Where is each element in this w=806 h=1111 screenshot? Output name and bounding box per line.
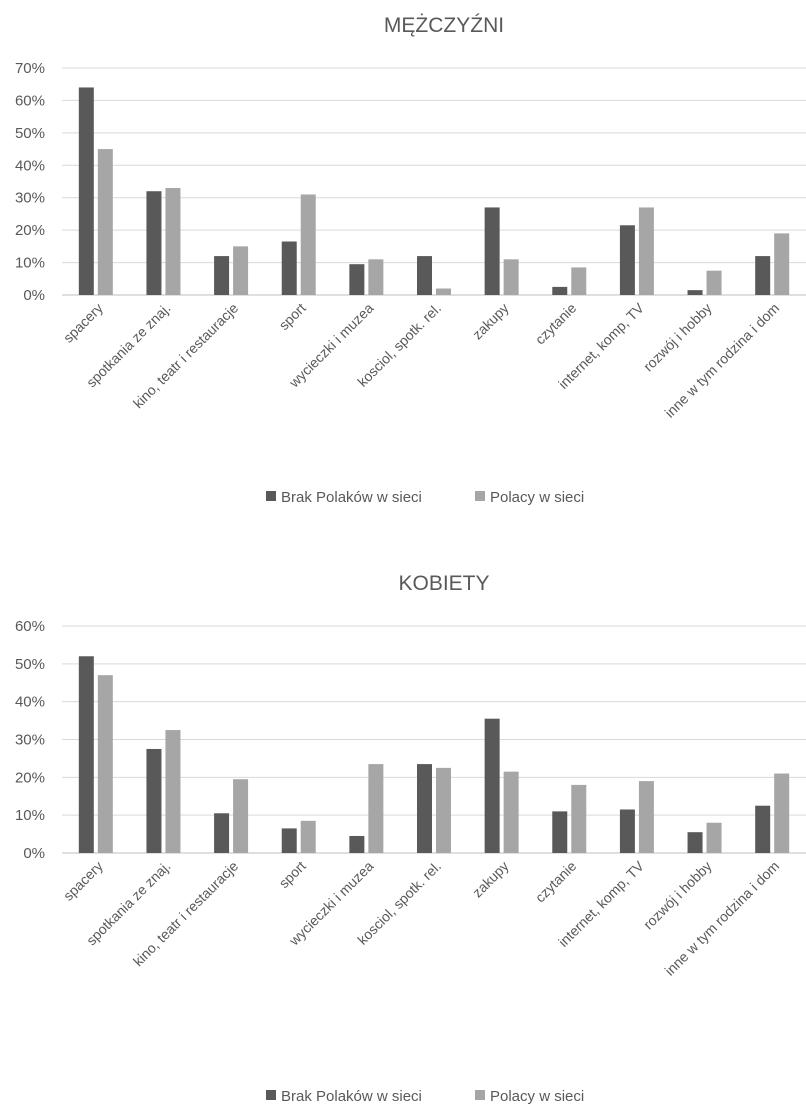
bar-brak-polakow xyxy=(484,207,500,295)
legend-label: Brak Polaków w sieci xyxy=(281,489,422,506)
y-tick-label: 70% xyxy=(15,60,45,77)
category-label: zakupy xyxy=(469,300,512,343)
bar-brak-polakow xyxy=(281,828,297,853)
chart-1: MĘŻCZYŹNI 0% 10% 20% 30% 40% 50% 60% 70% spacery s… xyxy=(15,14,806,506)
chart-2: KOBIETY0%10%20%30%40%50%60%spaceryspotka… xyxy=(15,572,806,1105)
y-tick-label: 0% xyxy=(23,845,45,862)
bar-brak-polakow xyxy=(417,256,432,295)
category-label: sport xyxy=(276,300,309,333)
y-tick-label: 20% xyxy=(15,222,45,239)
y-tick-label: 10% xyxy=(15,255,45,272)
bar-polacy xyxy=(503,771,519,853)
y-tick-label: 20% xyxy=(15,769,45,786)
bar-brak-polakow xyxy=(755,805,771,853)
chart-title: KOBIETY xyxy=(398,572,489,595)
category-label: inne w tym rodzina i dom xyxy=(661,300,782,421)
bar-polacy xyxy=(436,288,451,295)
category-label: czytanie xyxy=(532,300,580,348)
category-label: rozwój i hobby xyxy=(640,858,715,933)
legend-swatch xyxy=(266,491,276,501)
bar-polacy xyxy=(233,246,249,295)
category-label: sport xyxy=(276,858,309,891)
bar-brak-polakow xyxy=(78,87,94,295)
bar-polacy xyxy=(165,730,181,853)
y-tick-label: 50% xyxy=(15,125,45,142)
y-tick-label: 40% xyxy=(15,157,45,174)
y-tick-label: 60% xyxy=(15,618,45,635)
y-tick-label: 30% xyxy=(15,732,45,749)
bar-brak-polakow xyxy=(146,191,162,295)
legend-label: Polacy w sieci xyxy=(490,1088,584,1105)
bar-brak-polakow xyxy=(619,809,635,853)
chart-title: MĘŻCZYŹNI xyxy=(384,14,504,37)
bar-brak-polakow xyxy=(146,748,162,853)
bar-polacy xyxy=(706,270,722,295)
bar-brak-polakow xyxy=(214,256,230,295)
bar-polacy xyxy=(571,267,587,295)
bar-polacy xyxy=(774,233,790,295)
legend-label: Polacy w sieci xyxy=(490,489,584,506)
bar-brak-polakow xyxy=(417,764,432,853)
bar-brak-polakow xyxy=(619,225,635,295)
bar-polacy xyxy=(638,781,654,853)
legend-swatch xyxy=(475,1090,485,1100)
bar-brak-polakow xyxy=(349,264,365,295)
legend-label: Brak Polaków w sieci xyxy=(281,1088,422,1105)
bar-brak-polakow xyxy=(281,241,297,295)
bar-brak-polakow xyxy=(484,718,500,853)
legend-swatch xyxy=(266,1090,276,1100)
legend-swatch xyxy=(475,491,485,501)
bar-brak-polakow xyxy=(78,656,94,853)
bar-polacy xyxy=(706,822,722,853)
category-label: spacery xyxy=(60,858,106,904)
bar-polacy xyxy=(300,194,316,295)
bar-polacy xyxy=(571,784,587,853)
y-tick-label: 60% xyxy=(15,92,45,109)
category-label: czytanie xyxy=(532,858,580,906)
category-label: zakupy xyxy=(469,858,512,901)
bar-brak-polakow xyxy=(687,290,703,295)
bar-brak-polakow xyxy=(552,286,568,295)
category-label: inne w tym rodzina i dom xyxy=(661,858,782,979)
bar-polacy xyxy=(368,259,384,295)
bar-polacy xyxy=(97,675,113,853)
y-tick-label: 40% xyxy=(15,694,45,711)
y-tick-label: 30% xyxy=(15,190,45,207)
y-tick-label: 10% xyxy=(15,807,45,824)
bar-polacy xyxy=(503,259,519,295)
bar-brak-polakow xyxy=(349,835,365,853)
bar-polacy xyxy=(165,187,181,295)
bar-brak-polakow xyxy=(755,256,771,295)
bar-polacy xyxy=(436,767,451,853)
bar-brak-polakow xyxy=(214,813,230,853)
bar-polacy xyxy=(638,207,654,295)
bar-polacy xyxy=(368,764,384,853)
bar-polacy xyxy=(300,820,316,853)
category-label: spacery xyxy=(60,300,106,346)
y-tick-label: 50% xyxy=(15,656,45,673)
category-label: rozwój i hobby xyxy=(640,300,715,375)
bar-brak-polakow xyxy=(687,832,703,853)
bar-polacy xyxy=(97,149,113,295)
y-tick-label: 0% xyxy=(23,287,45,304)
bar-polacy xyxy=(774,773,790,853)
bar-brak-polakow xyxy=(552,811,568,853)
bar-polacy xyxy=(233,779,249,853)
